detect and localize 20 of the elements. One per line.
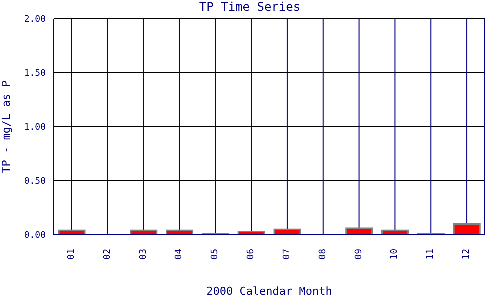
y-axis-title: TP - mg/L as P (0, 80, 13, 174)
x-tick-label: 02 (102, 249, 113, 260)
x-tick-label: 05 (210, 249, 221, 260)
y-tick-label: 0.00 (24, 231, 46, 242)
chart-title: TP Time Series (198, 0, 302, 15)
x-tick-label: 11 (426, 249, 436, 260)
x-tick-label: 08 (318, 249, 328, 260)
x-tick-label: 01 (66, 249, 77, 260)
x-tick-label: 03 (138, 249, 149, 260)
x-tick-label: 10 (390, 249, 400, 260)
x-tick-label: 06 (246, 249, 257, 260)
x-tick-label: 12 (462, 249, 472, 260)
x-axis-title: 2000 Calendar Month (206, 285, 332, 298)
y-tick-label: 2.00 (24, 15, 46, 26)
y-tick-label: 1.50 (24, 69, 46, 80)
y-tick-label: 1.00 (24, 123, 46, 134)
x-tick-label: 09 (354, 249, 364, 260)
x-tick-label: 07 (282, 249, 292, 260)
y-tick-label: 0.50 (24, 177, 46, 188)
x-tick-label: 04 (174, 249, 185, 260)
